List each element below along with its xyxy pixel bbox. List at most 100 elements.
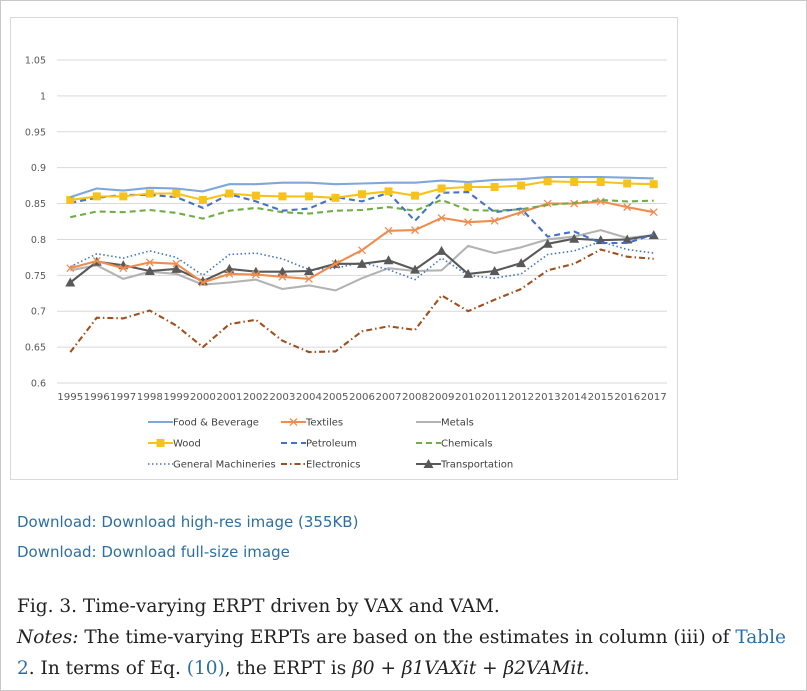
square-marker bbox=[649, 180, 658, 189]
y-tick-label: 0.9 bbox=[31, 163, 46, 174]
legend-item: Food & Beverage bbox=[148, 418, 259, 429]
y-tick-label: 0.75 bbox=[25, 271, 46, 282]
square-marker bbox=[251, 191, 260, 200]
square-marker bbox=[596, 178, 605, 187]
square-marker bbox=[66, 195, 75, 204]
equation-10-link[interactable]: (10) bbox=[186, 658, 225, 679]
square-marker bbox=[411, 191, 420, 200]
legend-item: Petroleum bbox=[281, 439, 357, 450]
triangle-marker bbox=[569, 233, 580, 243]
triangle-marker bbox=[383, 255, 394, 265]
legend-label: Textiles bbox=[305, 418, 343, 429]
series-chemicals bbox=[70, 198, 654, 220]
triangle-marker bbox=[516, 258, 527, 268]
triangle-marker bbox=[622, 234, 633, 244]
legend-label: Food & Beverage bbox=[173, 418, 259, 429]
square-marker bbox=[358, 190, 366, 199]
triangle-marker bbox=[303, 266, 314, 276]
figure-title: Fig. 3. Time-varying ERPT driven by VAX … bbox=[17, 596, 500, 617]
legend-item: Chemicals bbox=[416, 439, 493, 450]
x-tick-label: 1998 bbox=[137, 392, 163, 403]
x-tick-label: 1997 bbox=[110, 392, 136, 403]
x-tick-label: 2004 bbox=[296, 392, 322, 403]
download-high-res-link[interactable]: Download: Download high-res image (355KB… bbox=[17, 513, 359, 531]
x-marker bbox=[172, 259, 181, 268]
legend-label: Petroleum bbox=[306, 439, 357, 450]
notes-label: Notes: bbox=[17, 627, 79, 648]
series-line bbox=[70, 229, 654, 292]
x-tick-label: 2000 bbox=[190, 392, 216, 403]
triangle-marker bbox=[436, 245, 447, 255]
legend-item: Electronics bbox=[281, 460, 361, 471]
legend-item: Textiles bbox=[281, 418, 343, 429]
x-tick-label: 2015 bbox=[588, 392, 614, 403]
erpt-formula: β0 + β1VAXit + β2VAMit bbox=[352, 658, 584, 679]
square-marker bbox=[490, 183, 499, 192]
y-tick-label: 0.95 bbox=[25, 127, 46, 138]
x-tick-label: 1995 bbox=[57, 392, 83, 403]
square-marker bbox=[225, 189, 234, 198]
x-tick-label: 1996 bbox=[84, 392, 110, 403]
notes-text-3: , the ERPT is bbox=[224, 658, 353, 679]
series-petroleum bbox=[70, 191, 655, 245]
legend-item: Wood bbox=[148, 439, 201, 450]
square-marker bbox=[437, 184, 446, 193]
series-line bbox=[69, 248, 654, 354]
figure-box: 0.6 0.65 0.7 0.75 0.8 0.85 0.9 0.95 1 1.05 1995 199… bbox=[10, 17, 678, 480]
series-wood bbox=[66, 177, 658, 204]
y-tick-label: 0.65 bbox=[25, 343, 46, 354]
y-tick-label: 0.6 bbox=[31, 379, 46, 390]
y-tick-label: 1 bbox=[40, 91, 46, 102]
triangle-marker bbox=[65, 277, 76, 287]
triangle-marker bbox=[489, 266, 500, 276]
square-marker bbox=[145, 189, 154, 198]
x-tick-label: 2009 bbox=[429, 392, 455, 403]
legend-label: Chemicals bbox=[441, 439, 493, 450]
x-marker bbox=[289, 418, 298, 426]
x-marker bbox=[358, 246, 366, 255]
x-tick-label: 2016 bbox=[614, 392, 640, 403]
x-marker bbox=[437, 213, 446, 222]
x-marker bbox=[384, 226, 393, 235]
x-marker bbox=[92, 257, 101, 265]
x-marker bbox=[198, 278, 207, 287]
series-line bbox=[69, 175, 654, 199]
legend-label: Transportation bbox=[440, 460, 513, 471]
x-tick-label: 2006 bbox=[349, 392, 375, 403]
x-tick-label: 2011 bbox=[482, 392, 508, 403]
x-tick-label: 2014 bbox=[561, 392, 587, 403]
triangle-marker bbox=[144, 266, 155, 276]
y-tick-label: 0.85 bbox=[25, 199, 46, 210]
triangle-marker bbox=[357, 258, 367, 268]
notes-text-2: . In terms of Eq. bbox=[28, 658, 187, 679]
legend-item: General Machineries bbox=[148, 460, 276, 471]
x-tick-label: 2001 bbox=[216, 392, 242, 403]
legend-label: General Machineries bbox=[173, 460, 276, 471]
x-marker bbox=[304, 274, 313, 283]
square-marker bbox=[543, 177, 552, 186]
x-marker bbox=[464, 218, 473, 227]
x-marker bbox=[251, 270, 260, 279]
square-marker bbox=[623, 179, 632, 188]
square-marker bbox=[517, 181, 526, 190]
x-marker bbox=[119, 264, 128, 273]
series-metals bbox=[70, 229, 654, 292]
x-tick-label: 2005 bbox=[322, 392, 348, 403]
square-marker bbox=[278, 192, 287, 201]
download-full-size-link[interactable]: Download: Download full-size image bbox=[17, 543, 290, 561]
table-2-link[interactable]: Table 2 bbox=[17, 627, 786, 679]
figure-caption: Fig. 3. Time-varying ERPT driven by VAX … bbox=[17, 591, 802, 684]
series-line bbox=[70, 191, 655, 245]
y-tick-label: 0.7 bbox=[31, 307, 46, 318]
x-marker bbox=[596, 197, 605, 206]
x-marker bbox=[623, 203, 632, 212]
square-marker bbox=[464, 183, 473, 192]
x-marker bbox=[490, 216, 499, 225]
legend-item: Transportation bbox=[416, 459, 513, 471]
triangle-marker bbox=[463, 268, 474, 278]
x-tick-label: 1999 bbox=[163, 392, 189, 403]
series-food-beverage bbox=[69, 175, 654, 199]
triangle-marker bbox=[595, 235, 606, 245]
x-tick-label: 2003 bbox=[269, 392, 295, 403]
